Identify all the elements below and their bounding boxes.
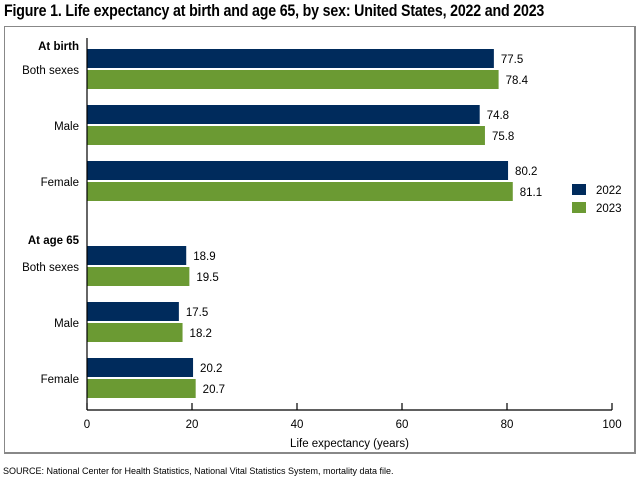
legend-label: 2022: [596, 185, 622, 197]
data-label: 78.4: [506, 75, 529, 87]
bar-2022: [87, 246, 187, 265]
x-tick-label: 20: [186, 419, 199, 431]
group-label: At age 65: [28, 235, 80, 247]
legend-label: 2023: [596, 203, 622, 215]
category-label: Male: [54, 318, 79, 330]
x-axis-title: Life expectancy (years): [290, 438, 409, 450]
bar-2023: [87, 182, 513, 201]
x-tick-label: 60: [396, 419, 409, 431]
bar-2022: [87, 358, 194, 377]
bar-2023: [87, 126, 485, 145]
data-label: 74.8: [487, 110, 509, 122]
data-label: 17.5: [186, 307, 208, 319]
category-label: Female: [41, 374, 79, 386]
bar-2022: [87, 105, 480, 124]
data-label: 20.2: [200, 363, 222, 375]
category-label: Male: [54, 121, 79, 133]
data-label: 20.7: [203, 384, 225, 396]
bar-2023: [87, 379, 196, 398]
chart-frame: [4, 26, 636, 454]
bar-2022: [87, 302, 179, 321]
x-tick-label: 80: [501, 419, 514, 431]
x-tick-label: 0: [84, 419, 90, 431]
data-label: 75.8: [492, 131, 514, 143]
x-tick-label: 100: [602, 419, 621, 431]
data-label: 77.5: [501, 54, 523, 66]
bar-2022: [87, 161, 509, 180]
chart-title: Figure 1. Life expectancy at birth and a…: [4, 2, 545, 20]
legend-swatch-2022: [572, 184, 586, 195]
data-label: 18.2: [190, 328, 212, 340]
group-label: At birth: [38, 41, 79, 53]
x-tick-label: 40: [291, 419, 304, 431]
legend-swatch-2023: [572, 202, 586, 213]
category-label: Both sexes: [22, 65, 79, 77]
bar-2023: [87, 323, 183, 342]
data-label: 80.2: [515, 166, 537, 178]
bar-2023: [87, 70, 499, 89]
data-label: 18.9: [193, 251, 215, 263]
category-label: Female: [41, 177, 79, 189]
source-note: SOURCE: National Center for Health Stati…: [3, 466, 394, 476]
bar-2023: [87, 267, 190, 286]
category-label: Both sexes: [22, 262, 79, 274]
bar-2022: [87, 49, 494, 68]
data-label: 19.5: [196, 272, 218, 284]
data-label: 81.1: [520, 187, 542, 199]
